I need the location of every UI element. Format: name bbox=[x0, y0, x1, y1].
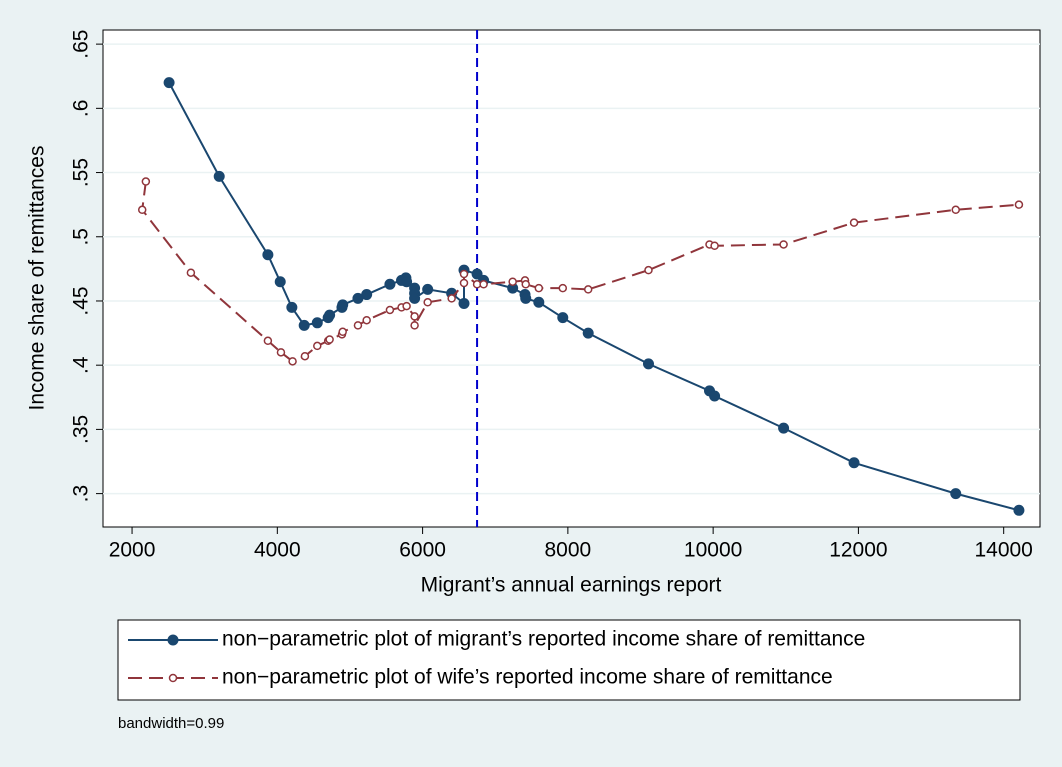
legend-label: non−parametric plot of wife’s reported i… bbox=[222, 666, 833, 689]
data-point bbox=[337, 299, 349, 311]
x-tick-label: 2000 bbox=[109, 539, 156, 562]
x-tick-label: 14000 bbox=[974, 539, 1032, 562]
data-point bbox=[325, 335, 334, 344]
x-tick-label: 4000 bbox=[254, 539, 301, 562]
data-point bbox=[778, 422, 790, 434]
note: bandwidth=0.99 bbox=[118, 715, 224, 732]
y-tick-label: .65 bbox=[70, 30, 93, 59]
data-point bbox=[558, 283, 568, 293]
data-point bbox=[533, 296, 545, 308]
data-point bbox=[950, 488, 962, 500]
y-tick-label: .35 bbox=[70, 415, 93, 444]
data-point bbox=[361, 289, 373, 301]
legend-box bbox=[117, 619, 1021, 701]
data-point bbox=[141, 177, 151, 186]
y-tick-label: .45 bbox=[70, 286, 93, 315]
data-point bbox=[644, 265, 653, 275]
data-point bbox=[163, 77, 175, 89]
x-tick-label: 8000 bbox=[545, 539, 592, 562]
data-point bbox=[313, 341, 322, 351]
data-point bbox=[471, 268, 483, 280]
y-tick-label: .5 bbox=[70, 228, 93, 246]
data-point bbox=[276, 348, 286, 357]
data-point bbox=[262, 249, 274, 261]
data-point bbox=[642, 358, 654, 370]
data-point bbox=[410, 312, 419, 321]
legend-label: non−parametric plot of migrant’s reporte… bbox=[222, 628, 865, 651]
data-point bbox=[521, 280, 530, 289]
data-point bbox=[779, 240, 788, 249]
data-point bbox=[409, 292, 421, 304]
data-point bbox=[1014, 200, 1024, 209]
data-point bbox=[710, 241, 719, 251]
data-point bbox=[582, 327, 594, 339]
data-point bbox=[410, 321, 419, 330]
x-tick-label: 12000 bbox=[829, 539, 887, 562]
data-point bbox=[338, 327, 347, 337]
data-point bbox=[849, 218, 859, 227]
data-point bbox=[286, 301, 298, 313]
data-point bbox=[263, 336, 273, 346]
y-tick-label: .3 bbox=[70, 485, 93, 503]
y-tick-label: .6 bbox=[70, 100, 93, 118]
plot-area bbox=[102, 29, 1041, 528]
data-point bbox=[353, 321, 363, 330]
data-point bbox=[137, 205, 147, 215]
legend-marker bbox=[168, 673, 178, 683]
data-point bbox=[508, 277, 517, 286]
data-point bbox=[520, 292, 532, 304]
data-point bbox=[311, 317, 323, 329]
data-point bbox=[385, 305, 395, 315]
data-point bbox=[324, 309, 336, 321]
data-point bbox=[459, 269, 469, 279]
data-point bbox=[951, 205, 960, 215]
data-point bbox=[447, 294, 456, 303]
x-tick-label: 10000 bbox=[684, 539, 742, 562]
x-tick-label: 6000 bbox=[399, 539, 446, 562]
data-point bbox=[384, 278, 396, 290]
data-point bbox=[300, 351, 310, 361]
data-point bbox=[422, 283, 434, 295]
data-point bbox=[479, 280, 488, 289]
data-point bbox=[1013, 504, 1025, 516]
data-point bbox=[534, 283, 544, 293]
data-point bbox=[213, 170, 225, 182]
data-point bbox=[848, 457, 860, 469]
data-point bbox=[459, 278, 469, 288]
legend-marker bbox=[167, 634, 179, 646]
data-point bbox=[274, 276, 286, 288]
y-tick-label: .55 bbox=[70, 158, 93, 187]
x-axis-title: Migrant’s annual earnings report bbox=[421, 574, 722, 597]
y-axis-title: Income share of remittances bbox=[26, 146, 49, 411]
data-point bbox=[402, 301, 411, 311]
data-point bbox=[423, 298, 432, 307]
data-point bbox=[583, 285, 593, 294]
data-point bbox=[298, 319, 310, 331]
data-point bbox=[401, 276, 413, 288]
y-tick-label: .4 bbox=[70, 356, 93, 374]
data-point bbox=[557, 312, 569, 324]
data-point bbox=[709, 390, 721, 402]
data-point bbox=[458, 298, 470, 310]
data-point bbox=[288, 357, 297, 366]
data-point bbox=[186, 268, 196, 277]
data-point bbox=[362, 315, 371, 325]
